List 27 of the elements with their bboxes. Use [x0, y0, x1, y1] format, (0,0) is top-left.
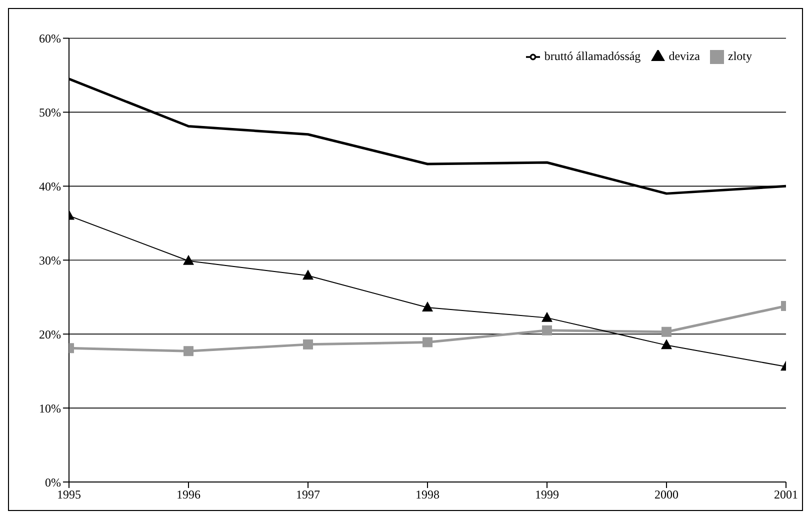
x-tick-label: 1999 — [535, 488, 559, 502]
legend-label: deviza — [668, 49, 700, 63]
point — [542, 312, 552, 322]
legend-label: zloty — [728, 49, 752, 63]
x-tick-label: 1997 — [296, 488, 320, 502]
x-tick-label: 1995 — [57, 488, 81, 502]
point — [661, 339, 672, 350]
y-tick-label: 40% — [39, 179, 61, 194]
x-tick-label: 2000 — [654, 488, 678, 502]
point — [183, 254, 194, 265]
point — [662, 326, 672, 337]
y-tick-label: 0% — [45, 475, 61, 490]
point — [302, 270, 314, 280]
x-tick-label: 1996 — [176, 488, 200, 502]
y-tick-label: 30% — [39, 253, 61, 268]
point — [303, 339, 313, 350]
point — [422, 337, 432, 348]
point — [422, 301, 433, 312]
y-tick-label: 60% — [39, 32, 61, 46]
x-tick-label: 2001 — [774, 488, 798, 502]
legend-label: bruttó államadósság — [544, 49, 641, 63]
y-tick-label: 20% — [39, 327, 61, 342]
x-tick-label: 1998 — [416, 488, 440, 502]
y-tick-label: 50% — [39, 105, 61, 120]
point — [184, 346, 194, 356]
y-tick-label: 10% — [39, 401, 61, 416]
point — [542, 325, 552, 336]
